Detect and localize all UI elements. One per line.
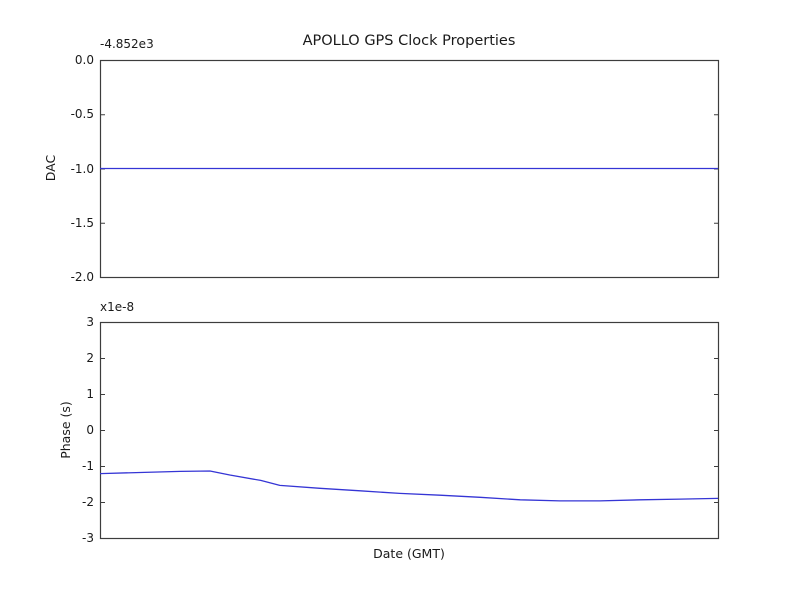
y-tick-label: 0.0: [74, 53, 94, 67]
y-tick-label: -1.5: [70, 215, 94, 230]
x-axis-label: Date (GMT): [373, 546, 445, 561]
y-tick-label: -2: [82, 495, 94, 509]
y-tick-label: -1: [82, 459, 94, 473]
y-axis-multiplier-text-bottom: x1e-8: [100, 300, 135, 314]
y-tick-label: 3: [86, 315, 94, 329]
y-tick-label: -0.5: [70, 107, 94, 122]
y-tick-label: 1: [86, 387, 94, 401]
y-axis-offset-text-top: -4.852e3: [100, 37, 154, 51]
axes-border: [99, 321, 720, 540]
series-line: [99, 470, 719, 502]
y-tick-label: 2: [86, 351, 94, 365]
y-tick-label: -3: [82, 531, 94, 545]
y-tick-label: 0: [86, 423, 94, 437]
chart-title: APOLLO GPS Clock Properties: [302, 33, 516, 49]
y-tick-label: -2.0: [70, 270, 94, 284]
y-tick-label: -1.0: [70, 161, 94, 176]
